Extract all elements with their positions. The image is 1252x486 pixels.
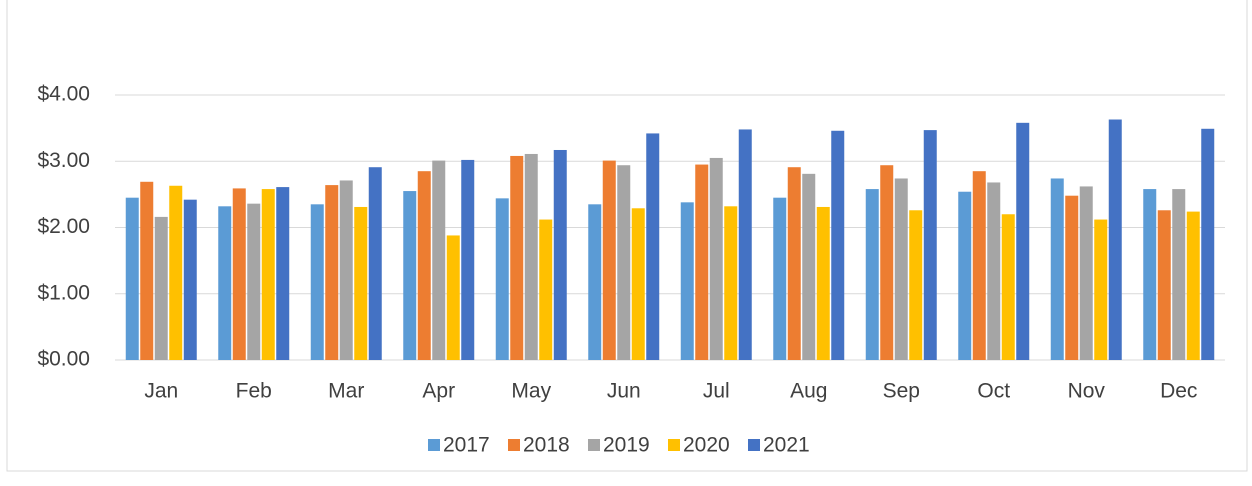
bar <box>802 173 816 360</box>
bar <box>310 204 324 360</box>
bar <box>325 185 339 360</box>
bar <box>773 197 787 360</box>
bar <box>831 130 845 360</box>
x-tick-label: Jun <box>607 380 641 403</box>
bar <box>724 206 738 360</box>
bar <box>446 235 460 360</box>
bar <box>1079 186 1093 360</box>
legend-swatch <box>668 439 680 451</box>
bar <box>1016 122 1030 360</box>
bar <box>972 171 986 360</box>
x-tick-label: Jan <box>144 380 178 403</box>
x-tick-label: Apr <box>422 380 455 403</box>
bar <box>680 202 694 360</box>
x-tick-label: Feb <box>236 380 272 403</box>
bar <box>339 180 353 360</box>
bar <box>432 160 446 360</box>
bar <box>368 167 382 360</box>
x-tick-label: Dec <box>1160 380 1197 403</box>
bar <box>524 153 538 360</box>
bar <box>154 216 168 360</box>
bar <box>923 130 937 360</box>
bar <box>646 133 660 360</box>
legend-swatch <box>748 439 760 451</box>
bar <box>1065 195 1079 360</box>
bar <box>1172 189 1186 360</box>
legend-swatch <box>508 439 520 451</box>
bar <box>1001 214 1015 360</box>
bar <box>865 189 879 360</box>
bar <box>1050 178 1064 360</box>
bar <box>1186 211 1200 360</box>
bar <box>539 219 553 360</box>
bar <box>553 149 567 360</box>
bar <box>738 129 752 360</box>
x-tick-label: Sep <box>883 380 920 403</box>
x-tick-label: Oct <box>977 380 1010 403</box>
bar <box>417 171 431 360</box>
bar <box>709 157 723 360</box>
legend-label: 2020 <box>683 434 730 457</box>
y-tick-label: $4.00 <box>37 83 90 106</box>
legend-label: 2017 <box>443 434 490 457</box>
bar <box>183 199 197 360</box>
bar <box>247 203 261 360</box>
x-tick-label: Mar <box>328 380 364 403</box>
y-tick-label: $3.00 <box>37 149 90 172</box>
bar <box>787 167 801 360</box>
bar <box>1157 210 1171 360</box>
bar <box>588 204 602 360</box>
bar <box>1094 219 1108 360</box>
bar <box>403 191 417 360</box>
bar <box>354 206 368 360</box>
legend-label: 2021 <box>763 434 810 457</box>
x-tick-label: Nov <box>1068 380 1106 403</box>
bar <box>617 165 631 360</box>
y-tick-label: $1.00 <box>37 281 90 304</box>
bar <box>218 206 232 360</box>
bar <box>695 164 709 360</box>
legend-label: 2018 <box>523 434 570 457</box>
x-tick-label: Jul <box>703 380 730 403</box>
x-tick-label: May <box>511 380 551 403</box>
bar <box>510 155 524 360</box>
bar <box>232 188 246 360</box>
bar <box>261 189 275 360</box>
bar <box>1108 119 1122 360</box>
bar <box>602 160 616 360</box>
bar <box>1201 128 1215 360</box>
y-tick-label: $0.00 <box>37 348 90 371</box>
bar <box>631 208 645 360</box>
bar <box>894 178 908 360</box>
legend-swatch <box>428 439 440 451</box>
legend-label: 2019 <box>603 434 650 457</box>
y-tick-label: $2.00 <box>37 215 90 238</box>
x-tick-label: Aug <box>790 380 827 403</box>
bar <box>276 187 290 360</box>
bar <box>140 181 154 360</box>
legend-swatch <box>588 439 600 451</box>
bar <box>1143 189 1157 360</box>
bar <box>987 182 1001 360</box>
bar <box>909 210 923 360</box>
bar <box>169 185 183 360</box>
bar <box>461 159 475 360</box>
bar <box>125 197 139 360</box>
bar <box>816 206 830 360</box>
bar <box>495 198 509 360</box>
bar <box>880 165 894 360</box>
bar <box>958 191 972 360</box>
